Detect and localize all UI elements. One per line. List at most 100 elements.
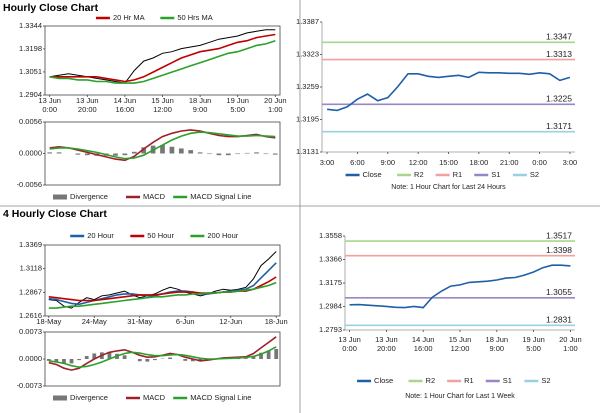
x-tick-label-line: 1:00 xyxy=(563,344,578,353)
x-tick-label: 15:00 xyxy=(439,158,458,167)
x-tick-label: 18-Jun xyxy=(265,317,288,326)
divergence-bar xyxy=(178,148,184,154)
x-tick-label: 9:00 xyxy=(380,158,395,167)
y-tick-label: 0.0073 xyxy=(19,327,42,336)
x-tick-label-line: 12-Jun xyxy=(219,317,242,326)
x-tick-label: 0:00 xyxy=(532,158,547,167)
x-tick-label-line: 18:00 xyxy=(469,158,488,167)
level-label: 1.3347 xyxy=(546,32,572,42)
x-tick-label: 18-May xyxy=(36,317,61,326)
level-label: 1.3225 xyxy=(546,94,572,104)
y-tick-label: 1.2616 xyxy=(19,311,42,320)
x-tick-label: 13 Jun 20:00 xyxy=(375,335,398,353)
x-tick-label-line: 6-Jun xyxy=(176,317,195,326)
x-tick-label-line: 5:00 xyxy=(230,105,245,114)
divergence-bar xyxy=(145,359,150,362)
y-tick-label: 1.3118 xyxy=(20,264,42,273)
chart-note: Note: 1 Hour Chart for Last 1 Week xyxy=(405,393,515,400)
y-tick-label: 1.3344 xyxy=(19,21,42,30)
x-tick-label: 14 Jun 16:00 xyxy=(412,335,435,353)
x-tick-label: 24-May xyxy=(82,317,107,326)
y-tick-label: 1.3051 xyxy=(19,67,42,76)
divergence-bar xyxy=(263,153,269,155)
legend-label: MACD Signal Line xyxy=(190,192,251,201)
series-line xyxy=(49,39,276,84)
level-label: 1.3171 xyxy=(546,121,572,131)
divergence-bar xyxy=(54,359,59,362)
divergence-bar xyxy=(92,353,97,359)
divergence-bar xyxy=(69,359,74,364)
legend-label: MACD xyxy=(143,393,166,402)
x-tick-label-line: 0:00 xyxy=(532,158,547,167)
divergence-bar xyxy=(62,359,66,364)
legend-label: 50 Hour xyxy=(147,231,174,240)
y-tick-label: 1.3387 xyxy=(296,17,319,26)
x-tick-label-line: 6:00 xyxy=(350,158,365,167)
y-tick-label: 1.2984 xyxy=(319,302,342,311)
x-tick-label-line: 16:00 xyxy=(116,105,135,114)
x-tick-label-line: 13 Jun xyxy=(375,335,398,344)
legend-label: S1 xyxy=(491,170,500,179)
x-tick-label-line: 13 Jun xyxy=(76,96,99,105)
level-label: 1.3398 xyxy=(546,245,572,255)
x-tick-label: 18 Jun 9:00 xyxy=(486,335,509,353)
legend-label: Divergence xyxy=(70,192,108,201)
x-tick-label-line: 9:00 xyxy=(380,158,395,167)
level-label: 1.2831 xyxy=(546,315,572,325)
x-tick-label: 15 Jun 12:00 xyxy=(449,335,472,353)
divergence-bar xyxy=(225,153,231,156)
y-tick-label: 1.2867 xyxy=(19,287,42,296)
x-tick-label-line: 18-Jun xyxy=(265,317,288,326)
y-tick-label: 1.3323 xyxy=(296,49,319,58)
legend-label: Close xyxy=(363,170,382,179)
y-tick-label: 1.3198 xyxy=(19,44,42,53)
y-tick-label: 1.3259 xyxy=(296,82,319,91)
plot-frame xyxy=(44,244,281,317)
section-heading: 4 Hourly Close Chart xyxy=(3,208,107,220)
x-tick-label-line: 12:00 xyxy=(409,158,428,167)
divergence-bar xyxy=(168,357,172,359)
x-tick-label-line: 20:00 xyxy=(377,344,396,353)
legend-label: Divergence xyxy=(70,393,108,402)
legend-label: Close xyxy=(374,376,393,385)
legend-label: 20 Hr MA xyxy=(113,13,145,22)
divergence-bar xyxy=(113,153,118,156)
legend-swatch xyxy=(53,395,67,401)
divergence-bar xyxy=(266,350,271,359)
section-heading: Hourly Close Chart xyxy=(3,2,99,14)
x-tick-label-line: 18-May xyxy=(36,317,61,326)
x-tick-label-line: 18 Jun xyxy=(189,96,212,105)
x-tick-label-line: 9:00 xyxy=(193,105,208,114)
x-tick-label: 3:00 xyxy=(320,158,335,167)
x-tick-label-line: 18 Jun xyxy=(486,335,509,344)
x-tick-label: 3:00 xyxy=(563,158,578,167)
y-tick-label: 1.2793 xyxy=(319,325,342,334)
divergence-bar xyxy=(274,349,279,359)
x-tick-label-line: 13 Jun xyxy=(38,96,61,105)
x-tick-label-line: 14 Jun xyxy=(412,335,435,344)
y-tick-label: 1.3558 xyxy=(319,231,342,240)
legend-label: S1 xyxy=(503,376,512,385)
series-line xyxy=(49,33,276,83)
legend-label: 200 Hour xyxy=(207,231,238,240)
level-label: 1.3517 xyxy=(546,230,572,240)
series-line xyxy=(49,131,276,160)
series-line xyxy=(349,264,571,309)
x-tick-label: 6:00 xyxy=(350,158,365,167)
divergence-bar xyxy=(107,352,112,359)
divergence-bar xyxy=(137,359,142,362)
y-tick-label: 0.0000 xyxy=(19,354,42,363)
legend-label: MACD Signal Line xyxy=(190,393,251,402)
x-tick-label: 19 Jun 5:00 xyxy=(226,96,249,114)
x-tick-label-line: 0:00 xyxy=(342,344,357,353)
series-line xyxy=(48,346,277,368)
plot-frame xyxy=(44,25,281,96)
divergence-bar xyxy=(188,150,194,154)
divergence-bar xyxy=(75,153,81,155)
y-tick-label: 1.3195 xyxy=(296,114,319,123)
chart-note: Note: 1 Hour Chart for Last 24 Hours xyxy=(391,184,506,191)
divergence-bar xyxy=(197,152,203,154)
divergence-bar xyxy=(243,358,248,359)
